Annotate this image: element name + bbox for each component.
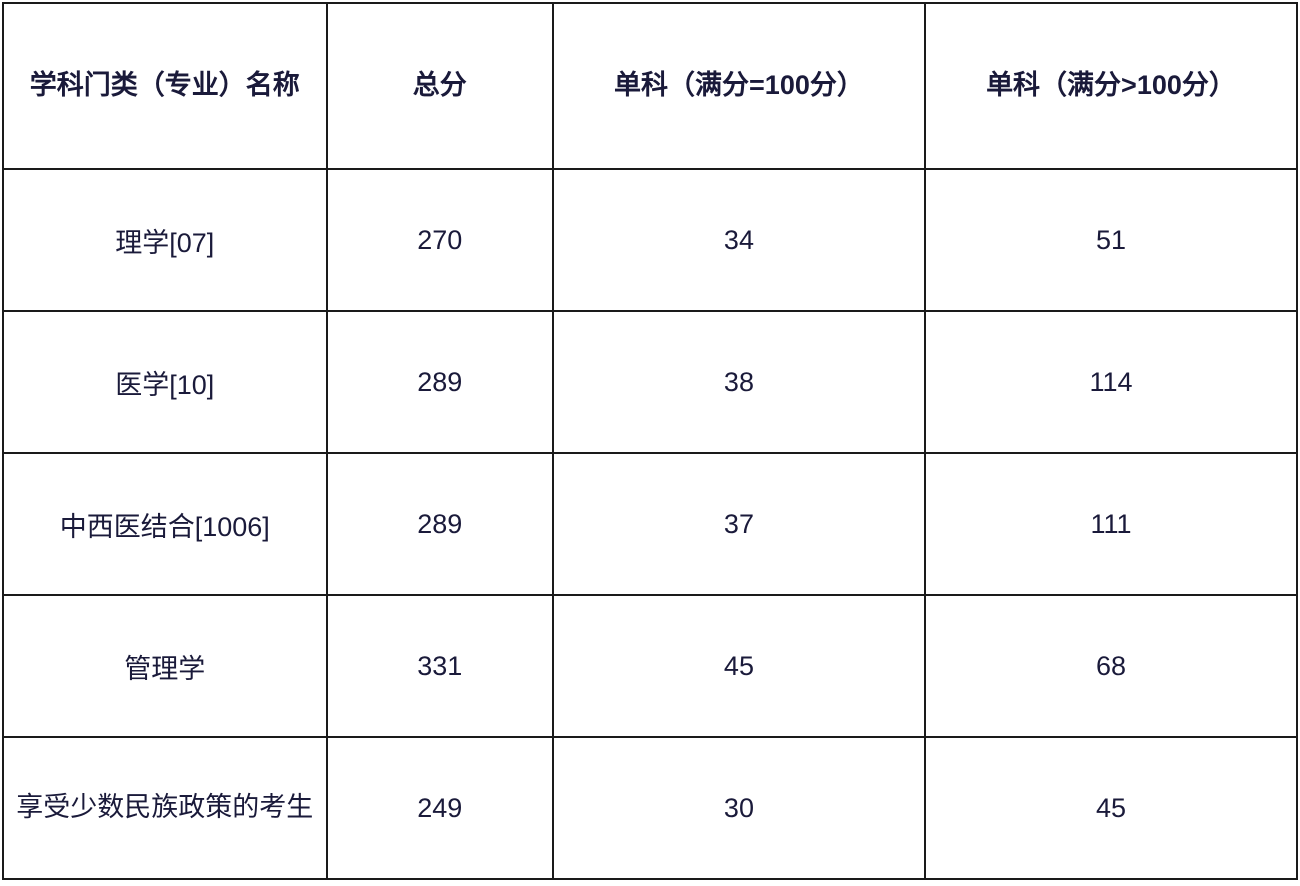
cell-subover100: 51	[925, 169, 1297, 311]
cell-sub100: 34	[553, 169, 925, 311]
table-row: 理学[07] 270 34 51	[3, 169, 1297, 311]
cell-total-score: 270	[327, 169, 553, 311]
header-subject-100: 单科（满分=100分）	[553, 3, 925, 169]
cell-total-score: 289	[327, 311, 553, 453]
table-row: 中西医结合[1006] 289 37 111	[3, 453, 1297, 595]
score-cutoff-table: 学科门类（专业）名称 总分 单科（满分=100分） 单科（满分>100分） 理学…	[2, 2, 1298, 880]
cell-sub100: 38	[553, 311, 925, 453]
cell-subover100: 111	[925, 453, 1297, 595]
cell-subover100: 68	[925, 595, 1297, 737]
cell-sub100: 30	[553, 737, 925, 879]
cell-subject-name: 管理学	[3, 595, 327, 737]
table-row: 医学[10] 289 38 114	[3, 311, 1297, 453]
cell-subject-name: 理学[07]	[3, 169, 327, 311]
cell-total-score: 289	[327, 453, 553, 595]
cell-total-score: 331	[327, 595, 553, 737]
cell-subject-name: 中西医结合[1006]	[3, 453, 327, 595]
header-subject-over-100: 单科（满分>100分）	[925, 3, 1297, 169]
cell-total-score: 249	[327, 737, 553, 879]
cell-subover100: 45	[925, 737, 1297, 879]
header-subject-name: 学科门类（专业）名称	[3, 3, 327, 169]
table-row: 享受少数民族政策的考生 249 30 45	[3, 737, 1297, 879]
table-row: 管理学 331 45 68	[3, 595, 1297, 737]
cell-subject-name: 享受少数民族政策的考生	[3, 737, 327, 879]
header-total-score: 总分	[327, 3, 553, 169]
cell-subover100: 114	[925, 311, 1297, 453]
cell-sub100: 45	[553, 595, 925, 737]
table-header-row: 学科门类（专业）名称 总分 单科（满分=100分） 单科（满分>100分）	[3, 3, 1297, 169]
cell-subject-name: 医学[10]	[3, 311, 327, 453]
cell-sub100: 37	[553, 453, 925, 595]
